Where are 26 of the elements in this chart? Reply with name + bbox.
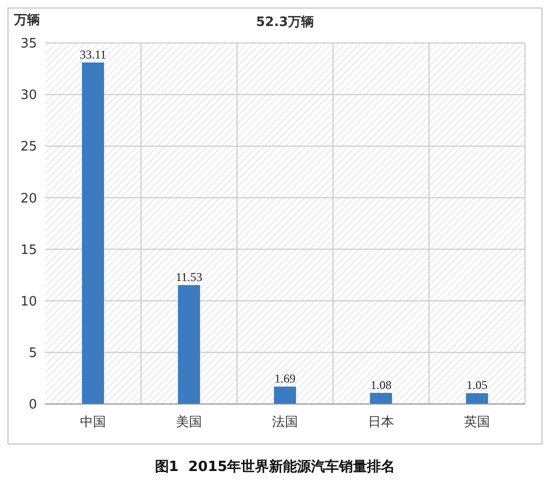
data-label: 1.69 (274, 372, 296, 386)
y-tick-label: 15 (20, 242, 37, 258)
y-tick-label: 0 (28, 398, 37, 413)
bar (466, 393, 488, 404)
y-tick-label: 10 (20, 294, 37, 310)
bar (370, 392, 392, 404)
x-tick-label: 英国 (464, 415, 490, 430)
y-axis-title: 万辆 (13, 13, 40, 28)
x-tick-label: 美国 (176, 414, 202, 430)
data-label: 11.53 (176, 270, 202, 284)
y-tick-label: 35 (20, 36, 37, 52)
x-tick-label: 日本 (368, 415, 394, 430)
bar (274, 386, 296, 404)
data-label: 1.08 (370, 378, 392, 392)
y-tick-label: 5 (28, 346, 37, 361)
chart-title: 52.3万辆 (256, 15, 314, 30)
x-tick-label: 中国 (80, 415, 106, 430)
bar (82, 62, 104, 404)
data-label: 33.11 (80, 47, 106, 62)
y-tick-label: 25 (20, 140, 37, 155)
x-tick-label: 法国 (272, 415, 298, 430)
data-label: 1.05 (466, 378, 488, 392)
y-tick-label: 30 (20, 88, 37, 104)
caption: 图1 2015年世界新能源汽车销量排名 (154, 458, 396, 475)
bar (178, 285, 200, 404)
y-tick-label: 20 (20, 191, 37, 206)
